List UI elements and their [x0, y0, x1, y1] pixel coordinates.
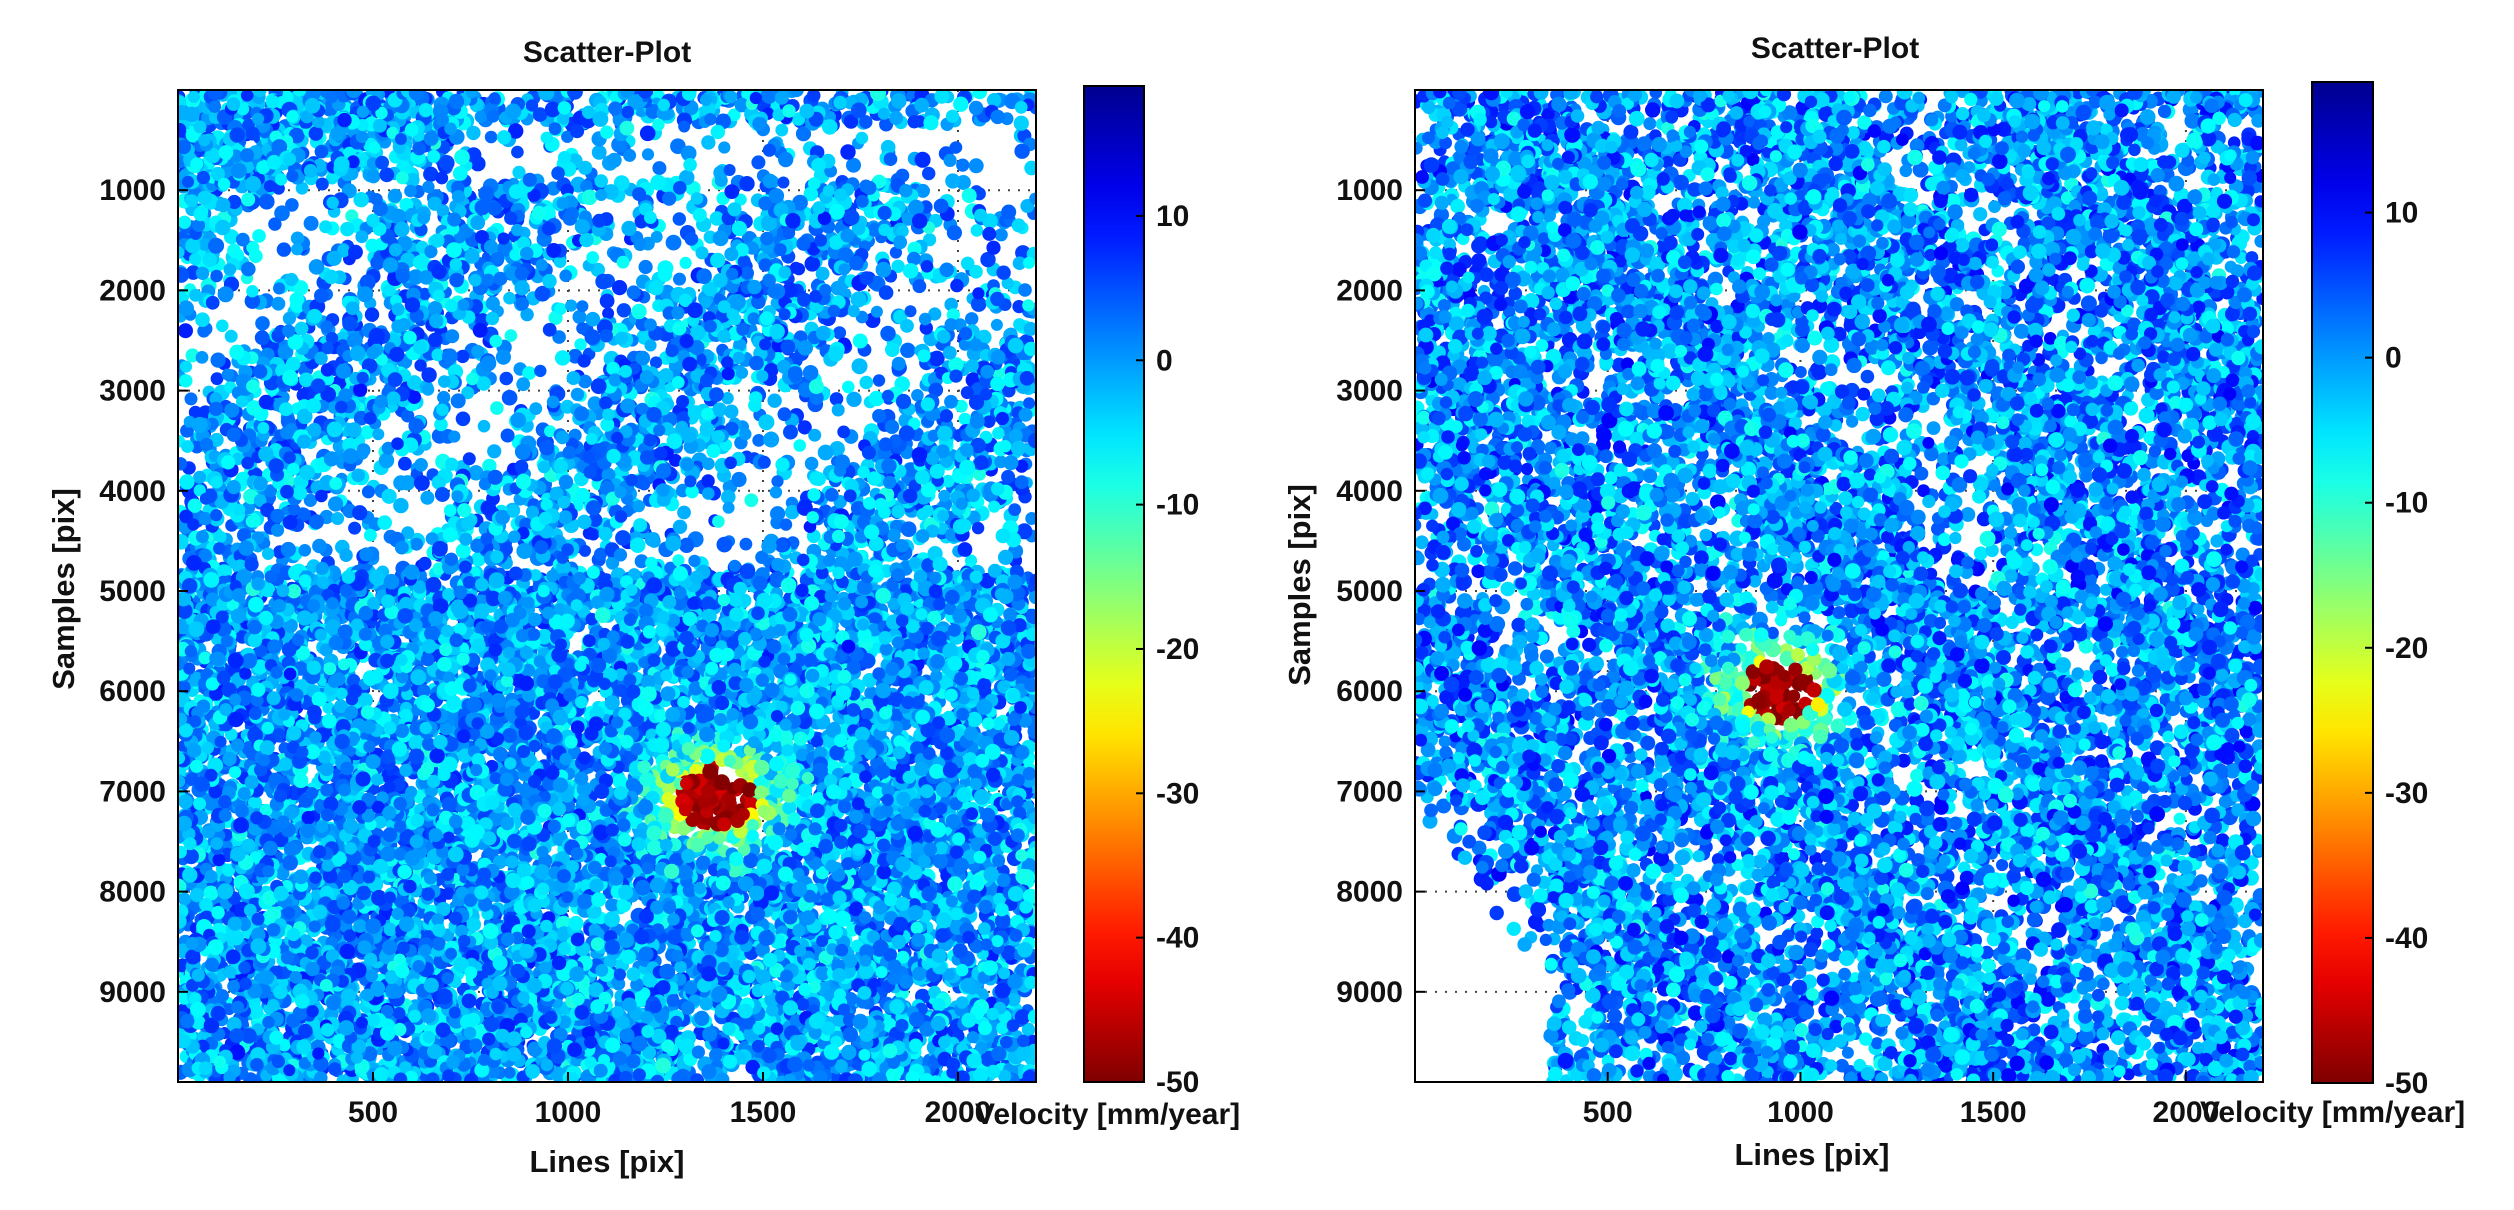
scatter-point: [879, 285, 894, 300]
scatter-point: [913, 279, 927, 293]
scatter-point: [965, 312, 978, 325]
scatter-point: [642, 148, 654, 160]
scatter-point: [211, 353, 226, 368]
scatter-point: [538, 461, 551, 474]
scatter-point: [690, 1073, 704, 1087]
scatter-point: [793, 439, 806, 452]
plot-area: [170, 82, 1043, 1089]
scatter-point: [398, 457, 412, 471]
scatter-point: [211, 372, 224, 385]
scatter-point: [554, 303, 566, 315]
scatter-point: [680, 257, 692, 269]
scatter-point: [830, 392, 844, 406]
scatter-point: [871, 306, 883, 318]
scatter-point: [185, 392, 198, 405]
scatter-point: [422, 383, 435, 396]
scatter-point: [602, 307, 614, 319]
scatter-point: [573, 310, 587, 324]
scatter-point: [860, 376, 874, 390]
scatter-point: [945, 173, 960, 188]
scatter-point: [803, 365, 819, 381]
scatter-point: [833, 326, 846, 339]
scatter-point: [339, 549, 352, 562]
scatter-point: [511, 146, 524, 159]
scatter-point: [600, 126, 613, 139]
scatter-point: [448, 431, 460, 443]
scatter-point: [487, 444, 501, 458]
chart-title: Scatter-Plot: [523, 36, 691, 69]
scatter-point: [666, 235, 682, 251]
scatter-point: [272, 297, 286, 311]
scatter-point: [911, 389, 924, 402]
scatter-point: [673, 212, 686, 225]
scatter-point: [740, 538, 753, 551]
scatter-point: [639, 260, 653, 274]
scatter-point: [880, 326, 895, 341]
scatter-point: [938, 490, 950, 502]
scatter-point: [337, 1075, 350, 1088]
scatter-point: [696, 246, 709, 259]
scatter-point: [420, 491, 434, 505]
scatter-point: [478, 420, 491, 433]
scatter-point: [652, 161, 666, 175]
scatter-point: [304, 216, 319, 231]
scatter-point: [574, 338, 586, 350]
scatter-point: [1008, 503, 1021, 516]
scatter-point: [822, 119, 838, 135]
scatter-point: [718, 141, 730, 153]
scatter-point: [853, 334, 868, 349]
scatter-point: [503, 292, 516, 305]
scatter-point: [252, 229, 266, 243]
scatter-point: [969, 158, 984, 173]
scatter-point: [873, 374, 885, 386]
